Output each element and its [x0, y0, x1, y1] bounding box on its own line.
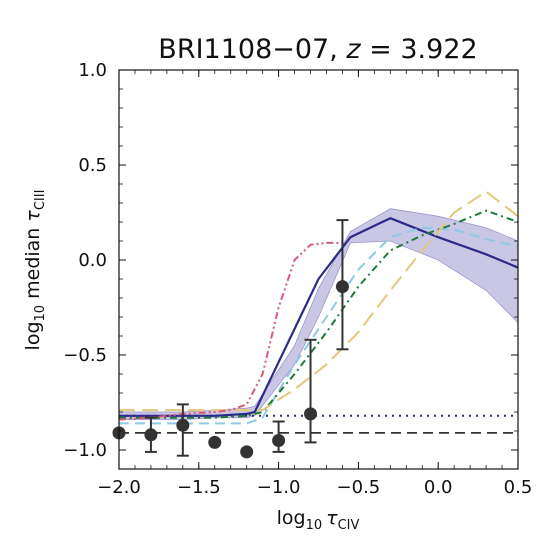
model-series-line-4 [119, 190, 518, 412]
data-point-7 [304, 407, 318, 421]
x-tick-label: −1.0 [257, 477, 301, 498]
y-axis-label: log10 median τCIII [22, 190, 48, 351]
model-series-line-5 [119, 241, 343, 421]
y-tick-label: −1.0 [63, 440, 107, 461]
data-point-6 [272, 434, 286, 447]
model-uncertainty-band [119, 208, 518, 421]
model-series-line-3 [119, 209, 518, 419]
axis-ticks: −2.0 −1.5 −1.0 −0.5 0.0 0.5 −1.0 −0.5 0.0 0.5 1.0 [63, 60, 532, 498]
data-point-8 [335, 280, 349, 294]
model-series-line-1 [119, 217, 518, 417]
observed-data [112, 219, 349, 459]
data-point-4 [208, 435, 222, 449]
y-tick-label: 0.0 [78, 250, 107, 271]
x-tick-label: −1.5 [177, 477, 221, 498]
plot-frame [118, 69, 519, 470]
data-point-2 [144, 428, 158, 442]
x-axis-label: log10 τCIV [277, 507, 360, 533]
x-tick-label: −0.5 [337, 477, 381, 498]
y-tick-label: 0.5 [78, 155, 107, 176]
plot-area [112, 190, 518, 459]
data-point-3 [176, 418, 190, 432]
x-tick-label: −2.0 [97, 477, 141, 498]
x-tick-label: 0.0 [424, 477, 453, 498]
x-tick-label: 0.5 [504, 477, 533, 498]
y-tick-label: −0.5 [63, 345, 107, 366]
chart-title: BRI1108−07, z = 3.922 [158, 34, 477, 65]
data-point-5 [240, 445, 254, 459]
plot-content [119, 190, 518, 434]
y-tick-label: 1.0 [78, 60, 107, 81]
